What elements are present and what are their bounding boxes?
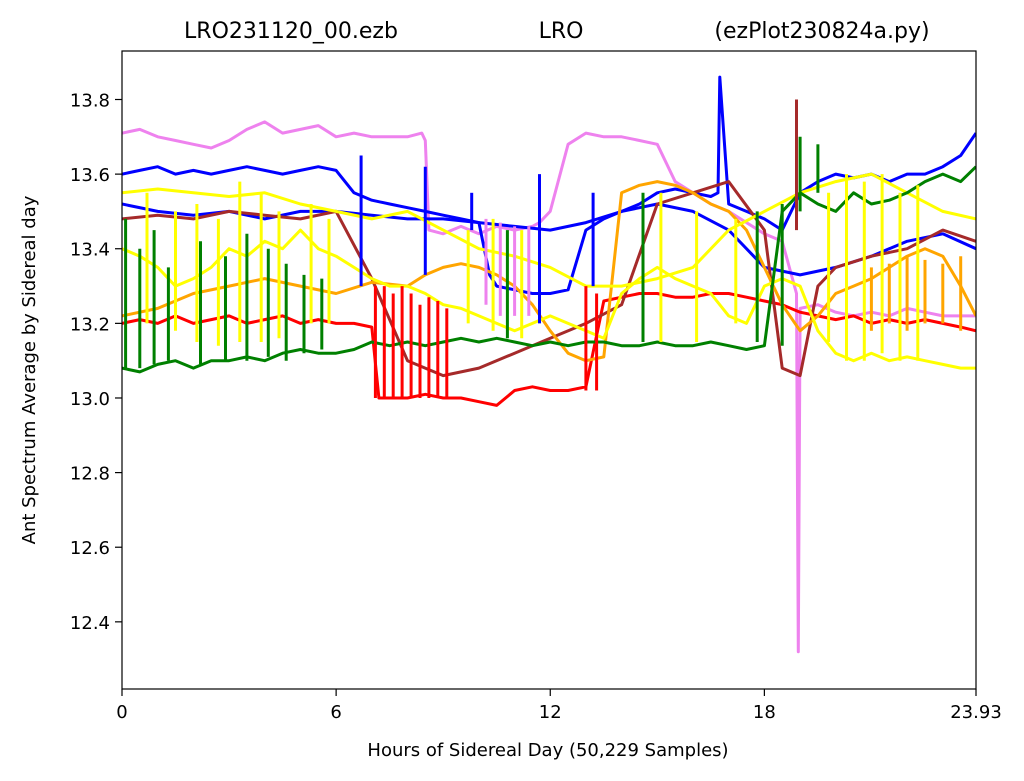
plot-frame	[121, 50, 977, 690]
x-tick-label: 0	[116, 702, 127, 723]
x-tick-label: 6	[330, 702, 341, 723]
x-tick-label: 23.93	[950, 702, 1002, 723]
x-tick-label: 12	[539, 702, 562, 723]
title-left: LRO231120_00.ezb	[184, 19, 398, 44]
series-line-7	[122, 228, 976, 370]
y-tick-label: 13.8	[70, 91, 110, 112]
y-axis: 12.4 12.6 12.8 13.0 13.2 13.4 13.6 13.8	[70, 91, 122, 634]
series-line-9	[122, 165, 976, 374]
y-tick-label: 13.6	[70, 165, 110, 186]
series-line-8	[122, 172, 976, 288]
y-tick-label: 13.2	[70, 314, 110, 335]
title-center: LRO	[539, 19, 584, 44]
title-right: (ezPlot230824a.py)	[714, 19, 929, 44]
x-tick-label: 18	[753, 702, 776, 723]
y-tick-label: 13.0	[70, 389, 110, 410]
plot-area	[122, 75, 976, 654]
x-axis: 0 6 12 18 23.93	[116, 689, 1002, 723]
y-tick-label: 12.4	[70, 613, 110, 634]
y-tick-label: 12.8	[70, 464, 110, 485]
series-line-1	[122, 120, 976, 654]
y-tick-label: 13.4	[70, 240, 110, 261]
series-line-2	[122, 75, 976, 295]
y-axis-label: Ant Spectrum Average by Sidereal day	[19, 195, 40, 544]
y-tick-label: 12.6	[70, 538, 110, 559]
x-axis-label: Hours of Sidereal Day (50,229 Samples)	[367, 740, 728, 761]
